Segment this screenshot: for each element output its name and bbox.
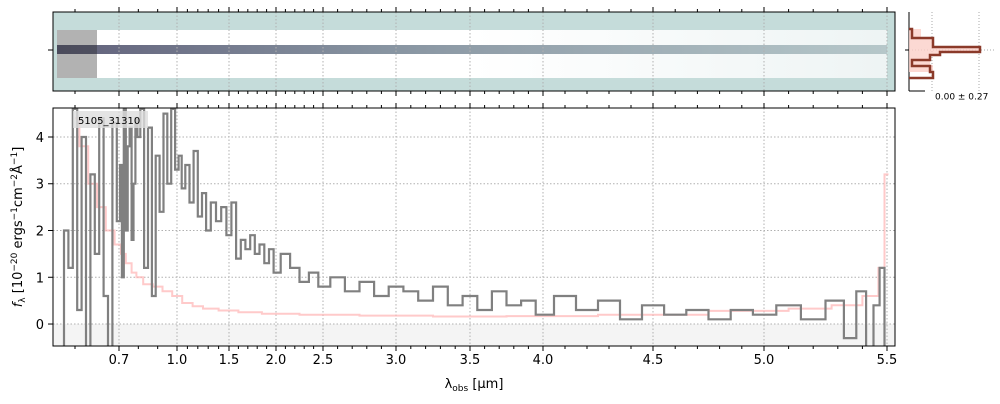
x-tick-label: 2.5 — [313, 353, 334, 368]
x-label-lambda: λ — [445, 377, 453, 392]
axis-ticks: 0.7 1.0 1.5 2.0 2.5 3.0 3.5 4.0 4.5 5.0 5.5 0 1 2 3 4 — [36, 7, 898, 368]
y-tick-label: 0 — [36, 318, 44, 333]
x-label-sub: obs — [452, 384, 468, 394]
y-label-exp1: −20 — [10, 252, 20, 271]
histogram-label: 0.00 ± 0.27 — [935, 93, 988, 103]
error-spectrum-line — [75, 117, 889, 318]
spectrum-2d-frame — [52, 11, 896, 92]
y-label-open: [10 — [11, 272, 26, 298]
x-tick-label: 1.5 — [219, 353, 240, 368]
y-axis-label: fλ [10−20 ergs−1cm−2Å−1] — [10, 147, 28, 308]
x-tick-label: 5.5 — [877, 353, 898, 368]
y-label-cm: cm — [11, 187, 26, 207]
y-tick-label: 4 — [36, 131, 44, 146]
object-label: 5105_31310 — [78, 116, 140, 127]
x-tick-label: 2.0 — [266, 353, 287, 368]
plot-frame — [52, 107, 896, 347]
histogram-steps — [909, 27, 982, 80]
spectrum-2d-noise-left — [57, 30, 97, 78]
y-label-exp4: −1 — [10, 152, 20, 165]
object-label-box — [73, 111, 148, 128]
spectrum-2d-panel — [48, 11, 896, 92]
y-tick-label: 1 — [36, 271, 44, 286]
y-label-exp3: −2 — [10, 174, 20, 187]
x-tick-label: 3.0 — [386, 353, 407, 368]
x-tick-label: 4.0 — [533, 353, 554, 368]
x-tick-label: 1.0 — [167, 353, 188, 368]
spectrum-2d-trace — [57, 45, 887, 54]
x-tick-label: 3.5 — [460, 353, 481, 368]
y-label-f: f — [11, 300, 26, 307]
grid — [53, 108, 895, 346]
x-axis-label: λobs [μm] — [445, 377, 504, 394]
x-tick-label: 0.7 — [109, 353, 130, 368]
x-tick-label: 5.0 — [754, 353, 775, 368]
y-label-ergs: ergs — [11, 220, 26, 252]
y-tick-label: 3 — [36, 178, 44, 193]
histogram-panel: 0.00 ± 0.27 — [905, 12, 995, 103]
x-label-unit: [μm] — [468, 377, 503, 392]
x-tick-label: 4.5 — [643, 353, 664, 368]
y-label-angstrom: Å — [10, 165, 26, 174]
flux-spectrum-line — [62, 108, 886, 346]
spectrum-1d-panel: 5105_31310 0.7 1.0 1.5 2.0 2.5 3.0 3.5 4.0 4.5 5.… — [10, 7, 897, 394]
zero-band — [53, 324, 895, 346]
spectrum-2d-grid — [118, 12, 888, 91]
y-label-close: ] — [11, 147, 26, 152]
y-label-exp2: −1 — [10, 207, 20, 220]
y-tick-label: 2 — [36, 225, 44, 240]
y-label-sub: λ — [18, 297, 28, 303]
